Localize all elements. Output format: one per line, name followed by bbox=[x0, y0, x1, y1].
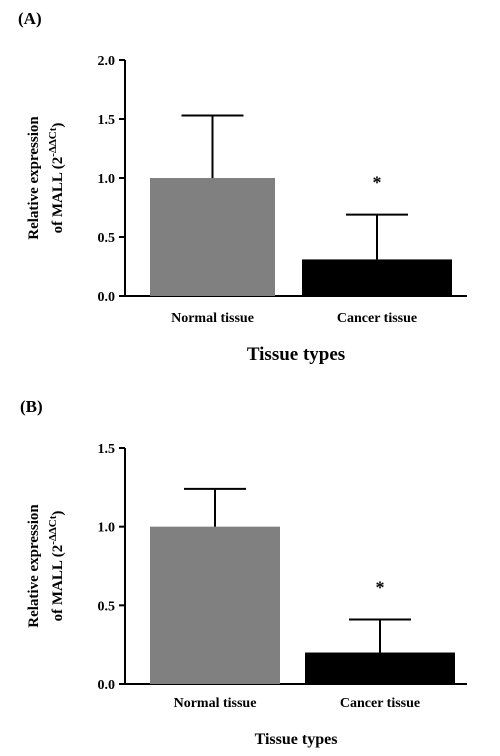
y-tick-label: 2.0 bbox=[98, 54, 116, 69]
y-tick-label: 1.5 bbox=[98, 442, 116, 457]
y-tick-label: 0.5 bbox=[98, 599, 116, 614]
panel-label: (B) bbox=[20, 397, 43, 416]
significance-marker: * bbox=[373, 173, 382, 193]
y-axis-title-line1: Relative expression bbox=[26, 504, 42, 628]
panel-label: (A) bbox=[18, 9, 42, 28]
x-category-label: Normal tissue bbox=[174, 696, 257, 711]
bar-normal bbox=[150, 178, 275, 296]
y-tick-label: 1.5 bbox=[98, 113, 116, 128]
bar-cancer bbox=[305, 652, 455, 684]
y-tick-label: 1.0 bbox=[98, 172, 116, 187]
x-axis-title: Tissue types bbox=[247, 344, 345, 365]
bar-cancer bbox=[302, 259, 452, 296]
y-tick-label: 0.0 bbox=[98, 678, 116, 693]
y-tick-label: 0.0 bbox=[98, 290, 116, 305]
x-category-label: Cancer tissue bbox=[337, 311, 417, 326]
y-tick-label: 0.5 bbox=[98, 231, 116, 246]
significance-marker: * bbox=[376, 577, 385, 597]
x-category-label: Cancer tissue bbox=[340, 696, 420, 711]
y-axis-title-line1: Relative expression bbox=[26, 116, 42, 240]
y-axis-title-line2: of MALL (2-ΔΔCt) bbox=[47, 123, 66, 234]
x-axis-title: Tissue types bbox=[255, 731, 338, 748]
y-axis-title-line2: of MALL (2-ΔΔCt) bbox=[47, 511, 66, 622]
x-category-label: Normal tissue bbox=[171, 311, 254, 326]
y-tick-label: 1.0 bbox=[98, 521, 116, 536]
bar-normal bbox=[150, 526, 280, 684]
